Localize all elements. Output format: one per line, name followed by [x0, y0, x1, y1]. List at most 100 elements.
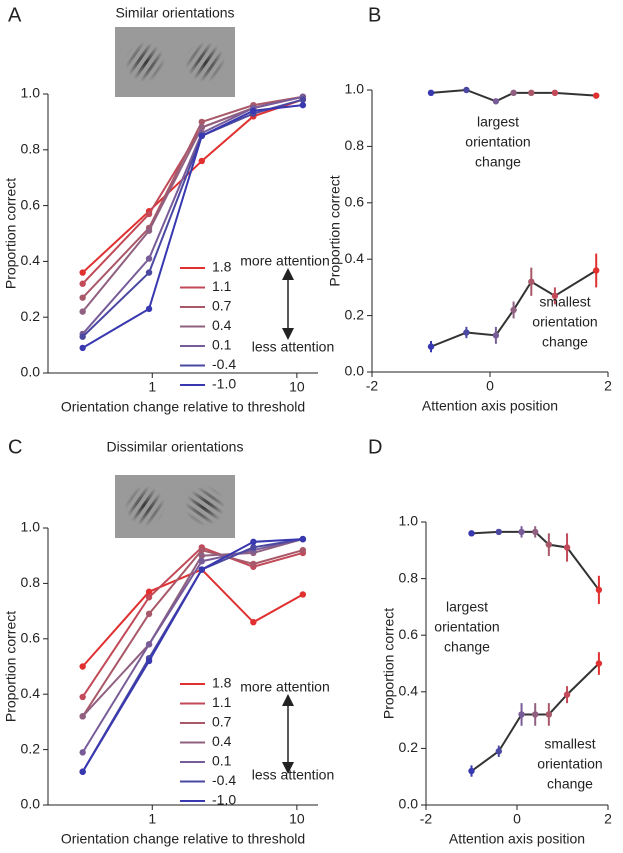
panel-letter: B: [368, 4, 381, 26]
data-point: [551, 292, 559, 300]
data-point: [79, 713, 86, 720]
annotation: orientation: [434, 619, 499, 635]
annotation: largest: [446, 599, 488, 615]
annotation: change: [444, 639, 490, 655]
x-tick-label: 0: [513, 811, 521, 827]
y-tick-label: 0.2: [399, 739, 419, 755]
legend-label: 0.1: [212, 753, 232, 769]
data-point: [532, 711, 539, 718]
x-tick-label: -2: [366, 378, 379, 394]
series-line: [81, 98, 304, 338]
annotation: change: [475, 154, 521, 170]
legend-label: 1.1: [212, 278, 232, 294]
y-tick-label: 0.6: [345, 194, 365, 210]
data-point: [145, 255, 153, 262]
series-line: [81, 98, 304, 274]
data-point: [250, 560, 257, 568]
data-point: [463, 86, 470, 94]
legend-label: 0.7: [212, 714, 232, 730]
data-point: [79, 280, 86, 287]
panel-title: Dissimilar orientations: [107, 439, 244, 455]
series-line: [81, 95, 304, 335]
legend-label: 0.7: [212, 298, 232, 314]
data-point: [250, 538, 257, 546]
data-point: [427, 89, 435, 97]
x-tick-label: 10: [289, 811, 305, 827]
data-point: [79, 768, 86, 775]
x-tick-label: 10: [289, 379, 305, 395]
data-point: [518, 711, 525, 718]
data-point: [299, 546, 307, 554]
annotation: change: [547, 776, 593, 792]
y-tick-label: 1.0: [345, 81, 365, 97]
data-point: [79, 693, 86, 701]
annotation: smallest: [539, 294, 590, 310]
x-tick-label: 0: [486, 378, 494, 394]
series-line: [471, 530, 600, 591]
annotation: more attention: [240, 253, 330, 269]
legend-label: -0.4: [212, 772, 236, 788]
series-line: [81, 95, 304, 313]
y-tick-label: 0.4: [21, 685, 41, 701]
y-tick-label: 0.0: [399, 796, 419, 812]
legend-label: -0.4: [212, 356, 236, 372]
y-tick-label: 0.6: [21, 196, 41, 212]
legend-label: 1.8: [212, 675, 232, 691]
data-point: [468, 767, 475, 775]
data-point: [299, 591, 307, 598]
y-tick-label: 0.0: [21, 364, 41, 380]
data-point: [518, 528, 525, 536]
y-tick-label: 0.8: [345, 137, 365, 153]
annotation: less attention: [252, 767, 335, 783]
data-point: [198, 566, 205, 573]
data-point: [299, 101, 307, 109]
data-point: [299, 96, 307, 103]
y-tick-label: 0.2: [21, 308, 41, 324]
legend-label: 0.4: [212, 317, 232, 333]
y-axis-label: Proportion correct: [327, 175, 343, 286]
annotation: more attention: [240, 679, 330, 695]
y-axis-label: Proportion correct: [3, 178, 19, 289]
y-tick-label: 0.8: [21, 141, 41, 157]
data-point: [532, 528, 539, 536]
data-point: [250, 544, 257, 551]
data-point: [299, 535, 307, 543]
x-tick-label: 1: [148, 811, 156, 827]
data-point: [79, 749, 86, 756]
data-point: [145, 227, 153, 234]
data-point: [595, 586, 603, 594]
annotation: largest: [477, 114, 519, 130]
panel-letter: D: [368, 436, 382, 458]
data-point: [545, 541, 553, 548]
data-point: [468, 530, 475, 537]
data-point: [492, 332, 500, 339]
x-axis-label: Attention axis position: [422, 398, 558, 414]
data-point: [79, 308, 86, 315]
legend-label: 1.8: [212, 259, 232, 275]
data-point: [198, 157, 205, 165]
panel-letter: A: [8, 4, 22, 26]
legend-label: -1.0: [212, 376, 236, 392]
x-tick-label: 2: [604, 378, 612, 394]
data-point: [563, 691, 571, 698]
y-tick-label: 0.2: [345, 306, 365, 322]
legend-label: 1.1: [212, 694, 232, 710]
data-point: [198, 546, 205, 554]
legend-label: 0.1: [212, 337, 232, 353]
data-point: [510, 306, 517, 314]
annotation: orientation: [532, 314, 597, 330]
data-point: [198, 118, 205, 126]
data-point: [593, 92, 600, 99]
data-point: [427, 343, 435, 350]
y-axis-label: Proportion correct: [3, 611, 19, 722]
data-point: [79, 344, 86, 352]
y-tick-label: 0.4: [345, 250, 365, 266]
x-tick-label: 2: [604, 811, 612, 827]
data-point: [593, 267, 600, 274]
y-tick-label: 0.4: [399, 683, 419, 699]
stimulus-thumbnail: [115, 475, 235, 538]
data-point: [250, 618, 257, 626]
y-tick-label: 0.0: [345, 363, 365, 379]
data-point: [145, 657, 153, 665]
